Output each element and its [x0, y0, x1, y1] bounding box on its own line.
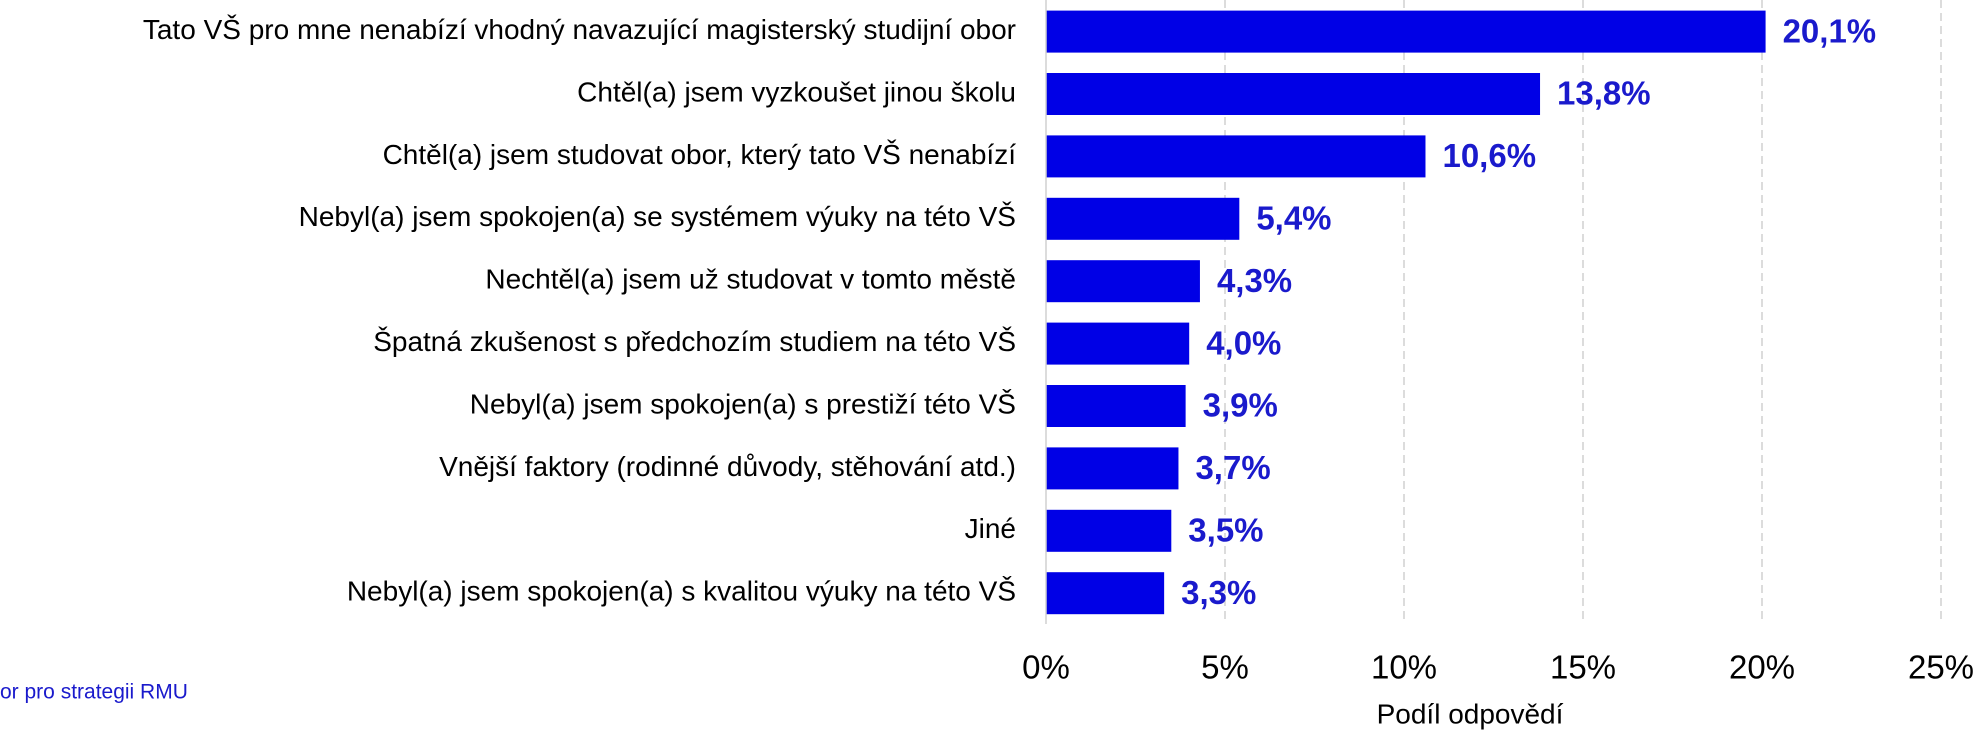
bar — [1046, 509, 1172, 552]
x-tick-label: 25% — [1908, 649, 1974, 686]
category-label: Jiné — [965, 513, 1016, 544]
bar — [1046, 385, 1186, 427]
source: or pro strategii RMU — [0, 681, 188, 704]
bar — [1046, 135, 1426, 178]
category-label: Nechtěl(a) jsem už studovat v tomto měst… — [485, 264, 1016, 295]
x-tick-label: 10% — [1371, 649, 1437, 686]
category-label: Nebyl(a) jsem spokojen(a) s kvalitou výu… — [347, 576, 1016, 607]
value-label: 20,1% — [1783, 12, 1877, 49]
bar — [1046, 322, 1190, 365]
category-label: Vnější faktory (rodinné důvody, stěhován… — [439, 451, 1016, 482]
bar — [1046, 10, 1766, 53]
bar — [1046, 197, 1240, 240]
category-label: Tato VŠ pro mne nenabízí vhodný navazují… — [143, 14, 1016, 45]
x-tick-label: 20% — [1729, 649, 1795, 686]
value-label: 4,3% — [1217, 262, 1292, 299]
bar — [1046, 447, 1179, 490]
category-label: Nebyl(a) jsem spokojen(a) se systémem vý… — [299, 201, 1016, 232]
value-label: 4,0% — [1206, 324, 1281, 361]
bar — [1046, 73, 1541, 115]
x-tick-label: 5% — [1201, 649, 1249, 686]
value-label: 10,6% — [1442, 137, 1536, 174]
category-label: Nebyl(a) jsem spokojen(a) s prestiží tét… — [470, 388, 1016, 419]
x-axis-title: Podíl odpovědí — [1377, 698, 1564, 729]
category-label: Špatná zkušenost s předchozím studiem na… — [373, 326, 1016, 357]
x-tick-label: 15% — [1550, 649, 1616, 686]
value-label: 3,3% — [1181, 574, 1256, 611]
value-label: 13,8% — [1557, 75, 1651, 112]
value-label: 3,5% — [1188, 512, 1263, 549]
category-label: Chtěl(a) jsem vyzkoušet jinou školu — [577, 76, 1016, 107]
value-label: 3,7% — [1195, 449, 1270, 486]
bar — [1046, 572, 1165, 615]
value-label: 5,4% — [1256, 200, 1331, 237]
x-tick-label: 0% — [1022, 649, 1070, 686]
bar — [1046, 260, 1200, 303]
category-label: Chtěl(a) jsem studovat obor, který tato … — [383, 139, 1017, 170]
value-label: 3,9% — [1203, 387, 1278, 424]
